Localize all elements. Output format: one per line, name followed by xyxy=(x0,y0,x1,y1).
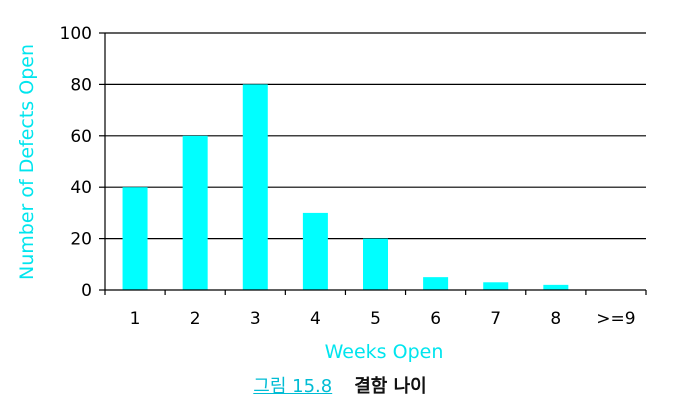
figure-title: 결함 나이 xyxy=(354,376,427,397)
bar xyxy=(122,187,148,290)
bar xyxy=(423,277,449,290)
y-tick-label: 80 xyxy=(70,75,92,95)
x-tick-labels: 1 2 3 4 5 6 7 8 >=9 xyxy=(130,309,636,329)
bar xyxy=(242,84,268,291)
x-tick-label: 6 xyxy=(430,309,441,329)
y-axis-title: Number of Defects Open xyxy=(16,44,38,280)
bar-chart: 0 20 40 60 80 100 1 2 3 4 5 6 7 8 >=9 Weeks Open Numb… xyxy=(16,24,647,363)
x-tick-label: 2 xyxy=(190,309,201,329)
figure-caption: 그림 15.8 결함 나이 xyxy=(0,372,680,398)
x-tick-label: 8 xyxy=(550,309,561,329)
x-tick-label: >=9 xyxy=(596,309,635,329)
bar xyxy=(182,135,208,290)
y-tick-labels: 0 20 40 60 80 100 xyxy=(60,24,92,301)
y-tick-label: 20 xyxy=(70,230,92,250)
y-tick-label: 40 xyxy=(70,178,92,198)
bar xyxy=(363,238,388,290)
x-tick-label: 4 xyxy=(310,309,321,329)
x-tick-label: 5 xyxy=(370,309,381,329)
x-tick-label: 1 xyxy=(130,309,141,329)
y-tick-label: 100 xyxy=(60,24,92,44)
bar xyxy=(483,282,509,290)
x-axis-title: Weeks Open xyxy=(325,341,444,363)
y-tick-label: 60 xyxy=(70,127,92,147)
figure-number: 그림 15.8 xyxy=(253,376,333,397)
x-tick-label: 3 xyxy=(250,309,261,329)
y-tick-label: 0 xyxy=(81,281,92,301)
x-tick-label: 7 xyxy=(490,309,501,329)
bar xyxy=(302,212,328,290)
axes xyxy=(99,32,647,295)
bar xyxy=(543,284,569,290)
bars xyxy=(122,84,569,291)
